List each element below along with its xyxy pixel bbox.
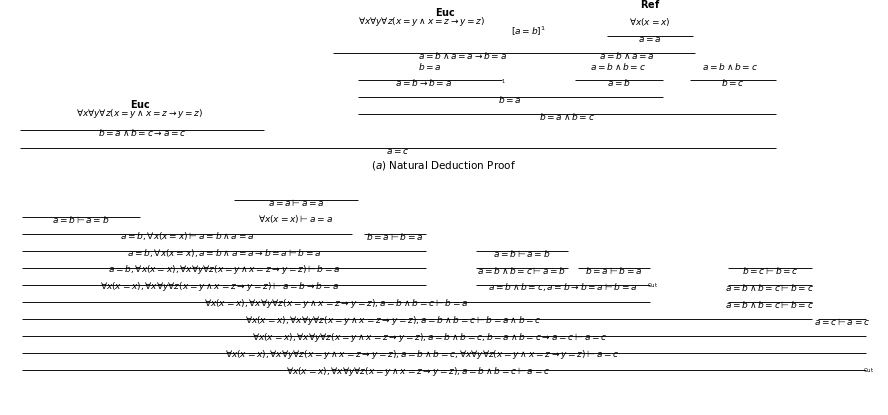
Text: $\forall x(x=x),\forall x\forall y\forall z(x=y\wedge x=z\rightarrow y=z),a=b\we: $\forall x(x=x),\forall x\forall y\foral… — [225, 348, 619, 361]
Text: $\mathbf{Euc}$: $\mathbf{Euc}$ — [130, 98, 150, 110]
Text: $\forall x(x=x),\forall x\forall y\forall z(x=y\wedge x=z\rightarrow y=z),a=b\we: $\forall x(x=x),\forall x\forall y\foral… — [286, 365, 550, 378]
Text: $b=a$: $b=a$ — [418, 61, 442, 72]
Text: $a=b$: $a=b$ — [607, 77, 630, 88]
Text: $\forall x(x=x),\forall x\forall y\forall z(x=y\wedge x=z\rightarrow y=z),a=b\we: $\forall x(x=x),\forall x\forall y\foral… — [244, 314, 542, 327]
Text: $\forall x(x=x),\forall x\forall y\forall z(x=y\wedge x=z\rightarrow y=z),a=b\we: $\forall x(x=x),\forall x\forall y\foral… — [252, 331, 607, 344]
Text: $a=a$: $a=a$ — [638, 35, 662, 44]
Text: $a=b,\forall x(x=x)\vdash a=b\wedge a=a$: $a=b,\forall x(x=x)\vdash a=b\wedge a=a$ — [120, 230, 254, 242]
Text: $\forall x(x=x),\forall x\forall y\forall z(x=y\wedge x=z\rightarrow y=z)\vdash : $\forall x(x=x),\forall x\forall y\foral… — [100, 280, 339, 293]
Text: $a=b\wedge b=c$: $a=b\wedge b=c$ — [590, 61, 646, 72]
Text: $\forall x\forall y\forall z(x=y\wedge x=z\rightarrow y=z)$: $\forall x\forall y\forall z(x=y\wedge x… — [359, 15, 486, 28]
Text: $\forall x(x=x),\forall x\forall y\forall z(x=y\wedge x=z\rightarrow y=z),a=b\we: $\forall x(x=x),\forall x\forall y\foral… — [203, 297, 468, 310]
Text: $a=b\wedge a=a\rightarrow b=a$: $a=b\wedge a=a\rightarrow b=a$ — [418, 50, 508, 61]
Text: $a=b\vdash a=b$: $a=b\vdash a=b$ — [52, 214, 110, 225]
Text: $\mathbf{Euc}$: $\mathbf{Euc}$ — [434, 6, 456, 18]
Text: $\mathbf{Ref}$: $\mathbf{Ref}$ — [640, 0, 660, 10]
Text: $b=c$: $b=c$ — [721, 77, 745, 88]
Text: $a=b\wedge a=a$: $a=b\wedge a=a$ — [599, 50, 655, 61]
Text: $\forall x(x=x)\vdash a=a$: $\forall x(x=x)\vdash a=a$ — [258, 213, 334, 225]
Text: $b=a$: $b=a$ — [498, 94, 522, 105]
Text: $b=a\wedge b=c\rightarrow a=c$: $b=a\wedge b=c\rightarrow a=c$ — [98, 127, 186, 138]
Text: $_{\mathrm{Cut}}$: $_{\mathrm{Cut}}$ — [647, 281, 659, 290]
Text: $[a=b]^1$: $[a=b]^1$ — [511, 25, 545, 38]
Text: $b=a\vdash b=a$: $b=a\vdash b=a$ — [585, 265, 643, 276]
Text: $a=c\vdash a=c$: $a=c\vdash a=c$ — [814, 316, 870, 327]
Text: $_{\mathrm{Cut}}$: $_{\mathrm{Cut}}$ — [863, 366, 875, 375]
Text: $a=b\wedge b=c\vdash b=c$: $a=b\wedge b=c\vdash b=c$ — [725, 282, 814, 293]
Text: $a=b,\forall x(x=x),a=b\wedge a=a\rightarrow b=a\vdash b=a$: $a=b,\forall x(x=x),a=b\wedge a=a\righta… — [127, 247, 321, 259]
Text: $a=b\wedge b=c,a=b\rightarrow b=a\vdash b=a$: $a=b\wedge b=c,a=b\rightarrow b=a\vdash … — [488, 281, 638, 293]
Text: $a=b\wedge b=c\vdash a=b$: $a=b\wedge b=c\vdash a=b$ — [478, 265, 567, 276]
Text: $b=a\wedge b=c$: $b=a\wedge b=c$ — [539, 111, 595, 122]
Text: $a=a\vdash a=a$: $a=a\vdash a=a$ — [267, 197, 324, 208]
Text: $a=b,\forall x(x=x),\forall x\forall y\forall z(x=y\wedge x=z\rightarrow y=z)\vd: $a=b,\forall x(x=x),\forall x\forall y\f… — [107, 263, 340, 276]
Text: $a=b\wedge b=c\vdash b=c$: $a=b\wedge b=c\vdash b=c$ — [725, 299, 814, 310]
Text: $a=b\vdash a=b$: $a=b\vdash a=b$ — [493, 248, 551, 259]
Text: $^1$: $^1$ — [501, 78, 505, 84]
Text: $b=c\vdash b=c$: $b=c\vdash b=c$ — [741, 265, 798, 276]
Text: $a=b\rightarrow b=a$: $a=b\rightarrow b=a$ — [395, 77, 453, 88]
Text: $\forall x\forall y\forall z(x=y\wedge x=z\rightarrow y=z)$: $\forall x\forall y\forall z(x=y\wedge x… — [76, 107, 203, 120]
Text: $a=b\wedge b=c$: $a=b\wedge b=c$ — [702, 61, 758, 72]
Text: $\forall x(x=x)$: $\forall x(x=x)$ — [630, 16, 670, 28]
Text: $b=a\vdash b=a$: $b=a\vdash b=a$ — [367, 231, 424, 242]
Text: $a=c$: $a=c$ — [386, 147, 409, 156]
Text: $(a)\ \mathrm{Natural\ Deduction\ Proof}$: $(a)\ \mathrm{Natural\ Deduction\ Proof}… — [371, 159, 517, 172]
